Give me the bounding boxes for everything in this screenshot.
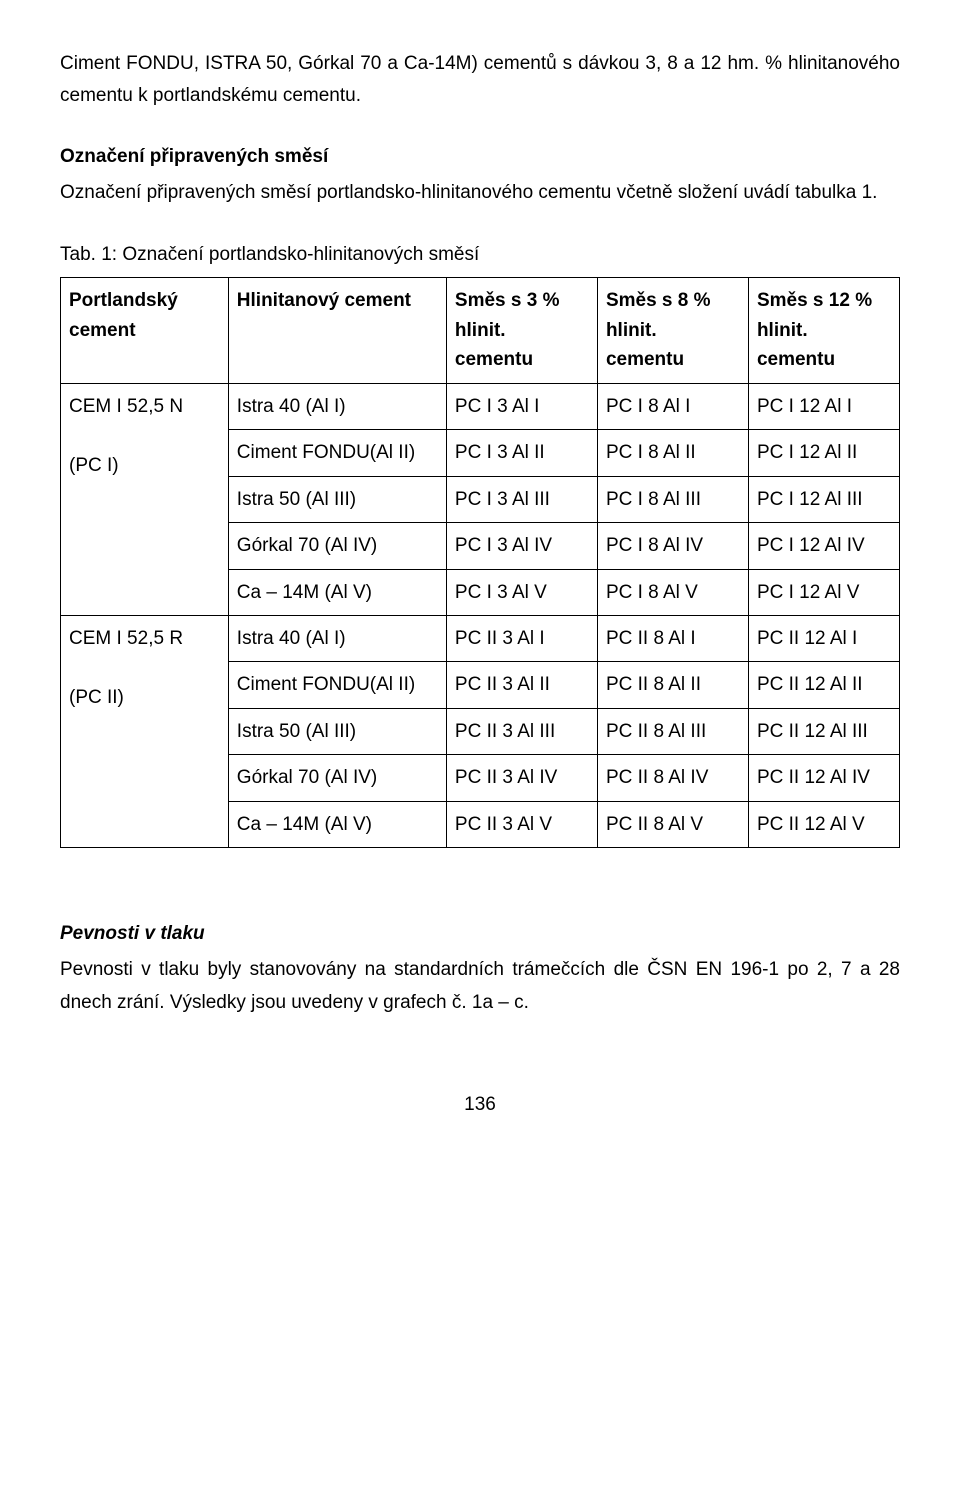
cell: PC II 12 Al III — [748, 708, 899, 754]
cell: Istra 40 (Al I) — [228, 615, 446, 661]
th-mix12-l2: hlinit. cementu — [757, 320, 835, 370]
cell: PC I 3 Al IV — [446, 523, 597, 569]
cell: PC II 12 Al II — [748, 662, 899, 708]
table-header-row: Portlandský cement Hlinitanový cement Sm… — [61, 278, 900, 383]
mixes-table: Portlandský cement Hlinitanový cement Sm… — [60, 277, 900, 848]
cell: PC I 12 Al III — [748, 476, 899, 522]
th-mix3-l1: Směs s 3 % — [455, 290, 560, 311]
cell: PC II 8 Al V — [597, 801, 748, 847]
cell: PC I 3 Al III — [446, 476, 597, 522]
cell: PC I 12 Al IV — [748, 523, 899, 569]
cell: Istra 50 (Al III) — [228, 708, 446, 754]
th-mix8-l1: Směs s 8 % — [606, 290, 711, 311]
cell: PC I 3 Al II — [446, 430, 597, 476]
cell: Górkal 70 (Al IV) — [228, 755, 446, 801]
cell: Istra 40 (Al I) — [228, 383, 446, 429]
cell: PC I 3 Al V — [446, 569, 597, 615]
th-mix8-l2: hlinit. cementu — [606, 320, 684, 370]
group2-label-2: (PC II) — [69, 683, 220, 712]
cell: PC II 8 Al III — [597, 708, 748, 754]
th-mix3: Směs s 3 % hlinit. cementu — [446, 278, 597, 383]
cell: PC II 3 Al I — [446, 615, 597, 661]
cell: PC II 3 Al II — [446, 662, 597, 708]
th-alum: Hlinitanový cement — [228, 278, 446, 383]
cell: PC I 3 Al I — [446, 383, 597, 429]
cell: Górkal 70 (Al IV) — [228, 523, 446, 569]
group1-label-1: CEM I 52,5 N — [69, 392, 220, 421]
cell: Ciment FONDU(Al II) — [228, 430, 446, 476]
cell: PC II 12 Al V — [748, 801, 899, 847]
cell: PC II 8 Al IV — [597, 755, 748, 801]
th-portland-l1: Portlandský — [69, 290, 178, 311]
group1-label-2: (PC I) — [69, 451, 220, 480]
group1-label: CEM I 52,5 N (PC I) — [61, 383, 229, 615]
intro-paragraph: Ciment FONDU, ISTRA 50, Górkal 70 a Ca-1… — [60, 48, 900, 113]
th-mix12-l1: Směs s 12 % — [757, 290, 872, 311]
strength-heading: Pevnosti v tlaku — [60, 918, 900, 950]
th-mix3-l2: hlinit. cementu — [455, 320, 533, 370]
cell: PC II 3 Al IV — [446, 755, 597, 801]
cell: PC I 8 Al III — [597, 476, 748, 522]
cell: PC I 12 Al I — [748, 383, 899, 429]
strength-text: Pevnosti v tlaku byly stanovovány na sta… — [60, 954, 900, 1019]
page-number: 136 — [60, 1089, 900, 1121]
cell: Ciment FONDU(Al II) — [228, 662, 446, 708]
cell: PC I 8 Al IV — [597, 523, 748, 569]
section-title: Označení připravených směsí — [60, 141, 900, 173]
cell: Ca – 14M (Al V) — [228, 801, 446, 847]
cell: PC I 12 Al II — [748, 430, 899, 476]
cell: PC II 12 Al IV — [748, 755, 899, 801]
group2-label-1: CEM I 52,5 R — [69, 624, 220, 653]
table-caption: Tab. 1: Označení portlandsko-hlinitanový… — [60, 239, 900, 271]
cell: Ca – 14M (Al V) — [228, 569, 446, 615]
table-row: CEM I 52,5 N (PC I) Istra 40 (Al I) PC I… — [61, 383, 900, 429]
th-portland: Portlandský cement — [61, 278, 229, 383]
group2-label: CEM I 52,5 R (PC II) — [61, 615, 229, 847]
cell: PC II 8 Al I — [597, 615, 748, 661]
cell: PC II 8 Al II — [597, 662, 748, 708]
cell: PC I 8 Al I — [597, 383, 748, 429]
cell: PC I 8 Al II — [597, 430, 748, 476]
cell: PC I 12 Al V — [748, 569, 899, 615]
cell: PC II 12 Al I — [748, 615, 899, 661]
th-mix8: Směs s 8 % hlinit. cementu — [597, 278, 748, 383]
cell: PC II 3 Al V — [446, 801, 597, 847]
cell: PC I 8 Al V — [597, 569, 748, 615]
cell: Istra 50 (Al III) — [228, 476, 446, 522]
th-portland-l2: cement — [69, 320, 136, 341]
table-row: CEM I 52,5 R (PC II) Istra 40 (Al I) PC … — [61, 615, 900, 661]
section-text: Označení připravených směsí portlandsko-… — [60, 177, 900, 209]
th-mix12: Směs s 12 % hlinit. cementu — [748, 278, 899, 383]
cell: PC II 3 Al III — [446, 708, 597, 754]
